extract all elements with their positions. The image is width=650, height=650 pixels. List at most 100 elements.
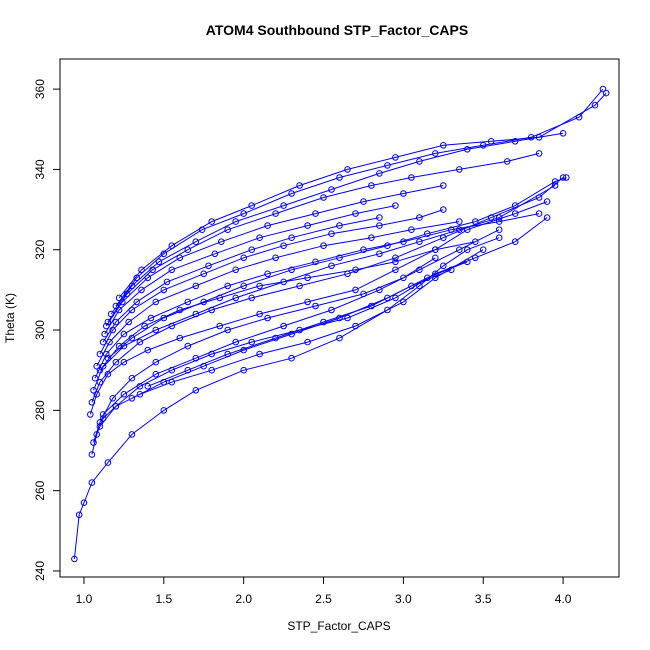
data-point [551,178,559,185]
data-point [168,266,176,274]
data-point [160,286,168,294]
data-point [551,182,559,189]
data-point [416,214,423,221]
series-line [115,88,604,307]
data-point [144,383,152,390]
data-point [88,451,96,458]
data-point [128,334,136,342]
data-point [368,234,375,241]
data-point [495,214,503,221]
data-point [464,246,471,253]
data-point [312,258,319,266]
data-point [133,298,140,306]
data-point [240,366,247,374]
data-point [320,318,327,326]
data-point [184,342,192,350]
data-point [559,130,567,137]
data-point [392,202,399,209]
data-point [264,314,271,322]
data-point [224,326,231,334]
series-line [94,213,540,379]
data-point [91,374,99,382]
data-point [152,370,160,378]
data-point [232,294,239,302]
x-axis: 1.0 1.5 2.0 2.5 3.0 3.5 4.0 [76,576,572,606]
data-point [296,282,303,290]
data-point [384,162,391,169]
data-point [280,202,287,209]
data-point [464,146,471,153]
data-point [80,499,88,507]
data-point [472,254,479,262]
data-point [192,387,200,394]
data-point [456,226,463,233]
series-line [102,217,380,343]
data-point [120,330,128,338]
data-point [535,134,543,141]
data-point [248,202,255,209]
series-layer [71,85,610,563]
data-point [112,302,120,310]
data-point [112,403,120,410]
data-point [104,354,112,362]
data-point [205,262,212,270]
data-point [400,298,407,306]
data-point [479,246,487,253]
series-line [93,241,476,391]
data-point [120,342,128,350]
data-point [176,334,184,342]
data-point [208,366,215,374]
data-point [192,282,200,290]
data-point [368,302,375,310]
data-point [328,186,335,193]
data-point [160,407,168,414]
data-point [224,226,231,233]
data-point [392,266,399,274]
data-point [312,210,319,217]
data-point [192,238,200,245]
series-13 [107,130,567,318]
x-tick-label: 2.0 [235,592,252,606]
data-point [107,310,115,318]
data-point [424,230,431,237]
data-point [120,358,128,366]
chart-title: ATOM4 Southbound STP_Factor_CAPS [206,22,468,38]
series-14 [112,85,607,310]
data-point [90,387,97,394]
series-line [73,237,500,559]
data-point [248,338,255,346]
y-tick-label: 280 [33,400,47,420]
series-line [99,185,556,371]
data-point [328,306,335,314]
data-point [360,246,367,253]
data-point [256,350,263,358]
data-point [208,218,215,225]
series-9 [99,214,383,346]
data-point [336,174,343,181]
data-point [280,242,287,249]
data-point [155,258,163,266]
series-line [107,152,540,323]
data-point [104,318,112,326]
data-point [328,262,335,270]
data-point [264,222,271,229]
data-point [112,318,120,326]
series-15 [115,89,610,302]
data-point [376,250,383,258]
data-point [416,158,423,165]
series-7 [93,218,463,370]
data-point [591,101,599,109]
data-point [511,238,519,245]
data-point [88,399,96,406]
series-line [91,249,484,455]
data-point [336,254,343,262]
y-tick-label: 240 [33,561,47,581]
data-point [163,278,171,286]
data-point [535,150,543,157]
data-point [96,366,104,374]
data-point [464,258,471,266]
series-line [147,269,452,387]
data-point [240,282,247,290]
data-point [408,282,415,290]
data-point [248,246,255,253]
